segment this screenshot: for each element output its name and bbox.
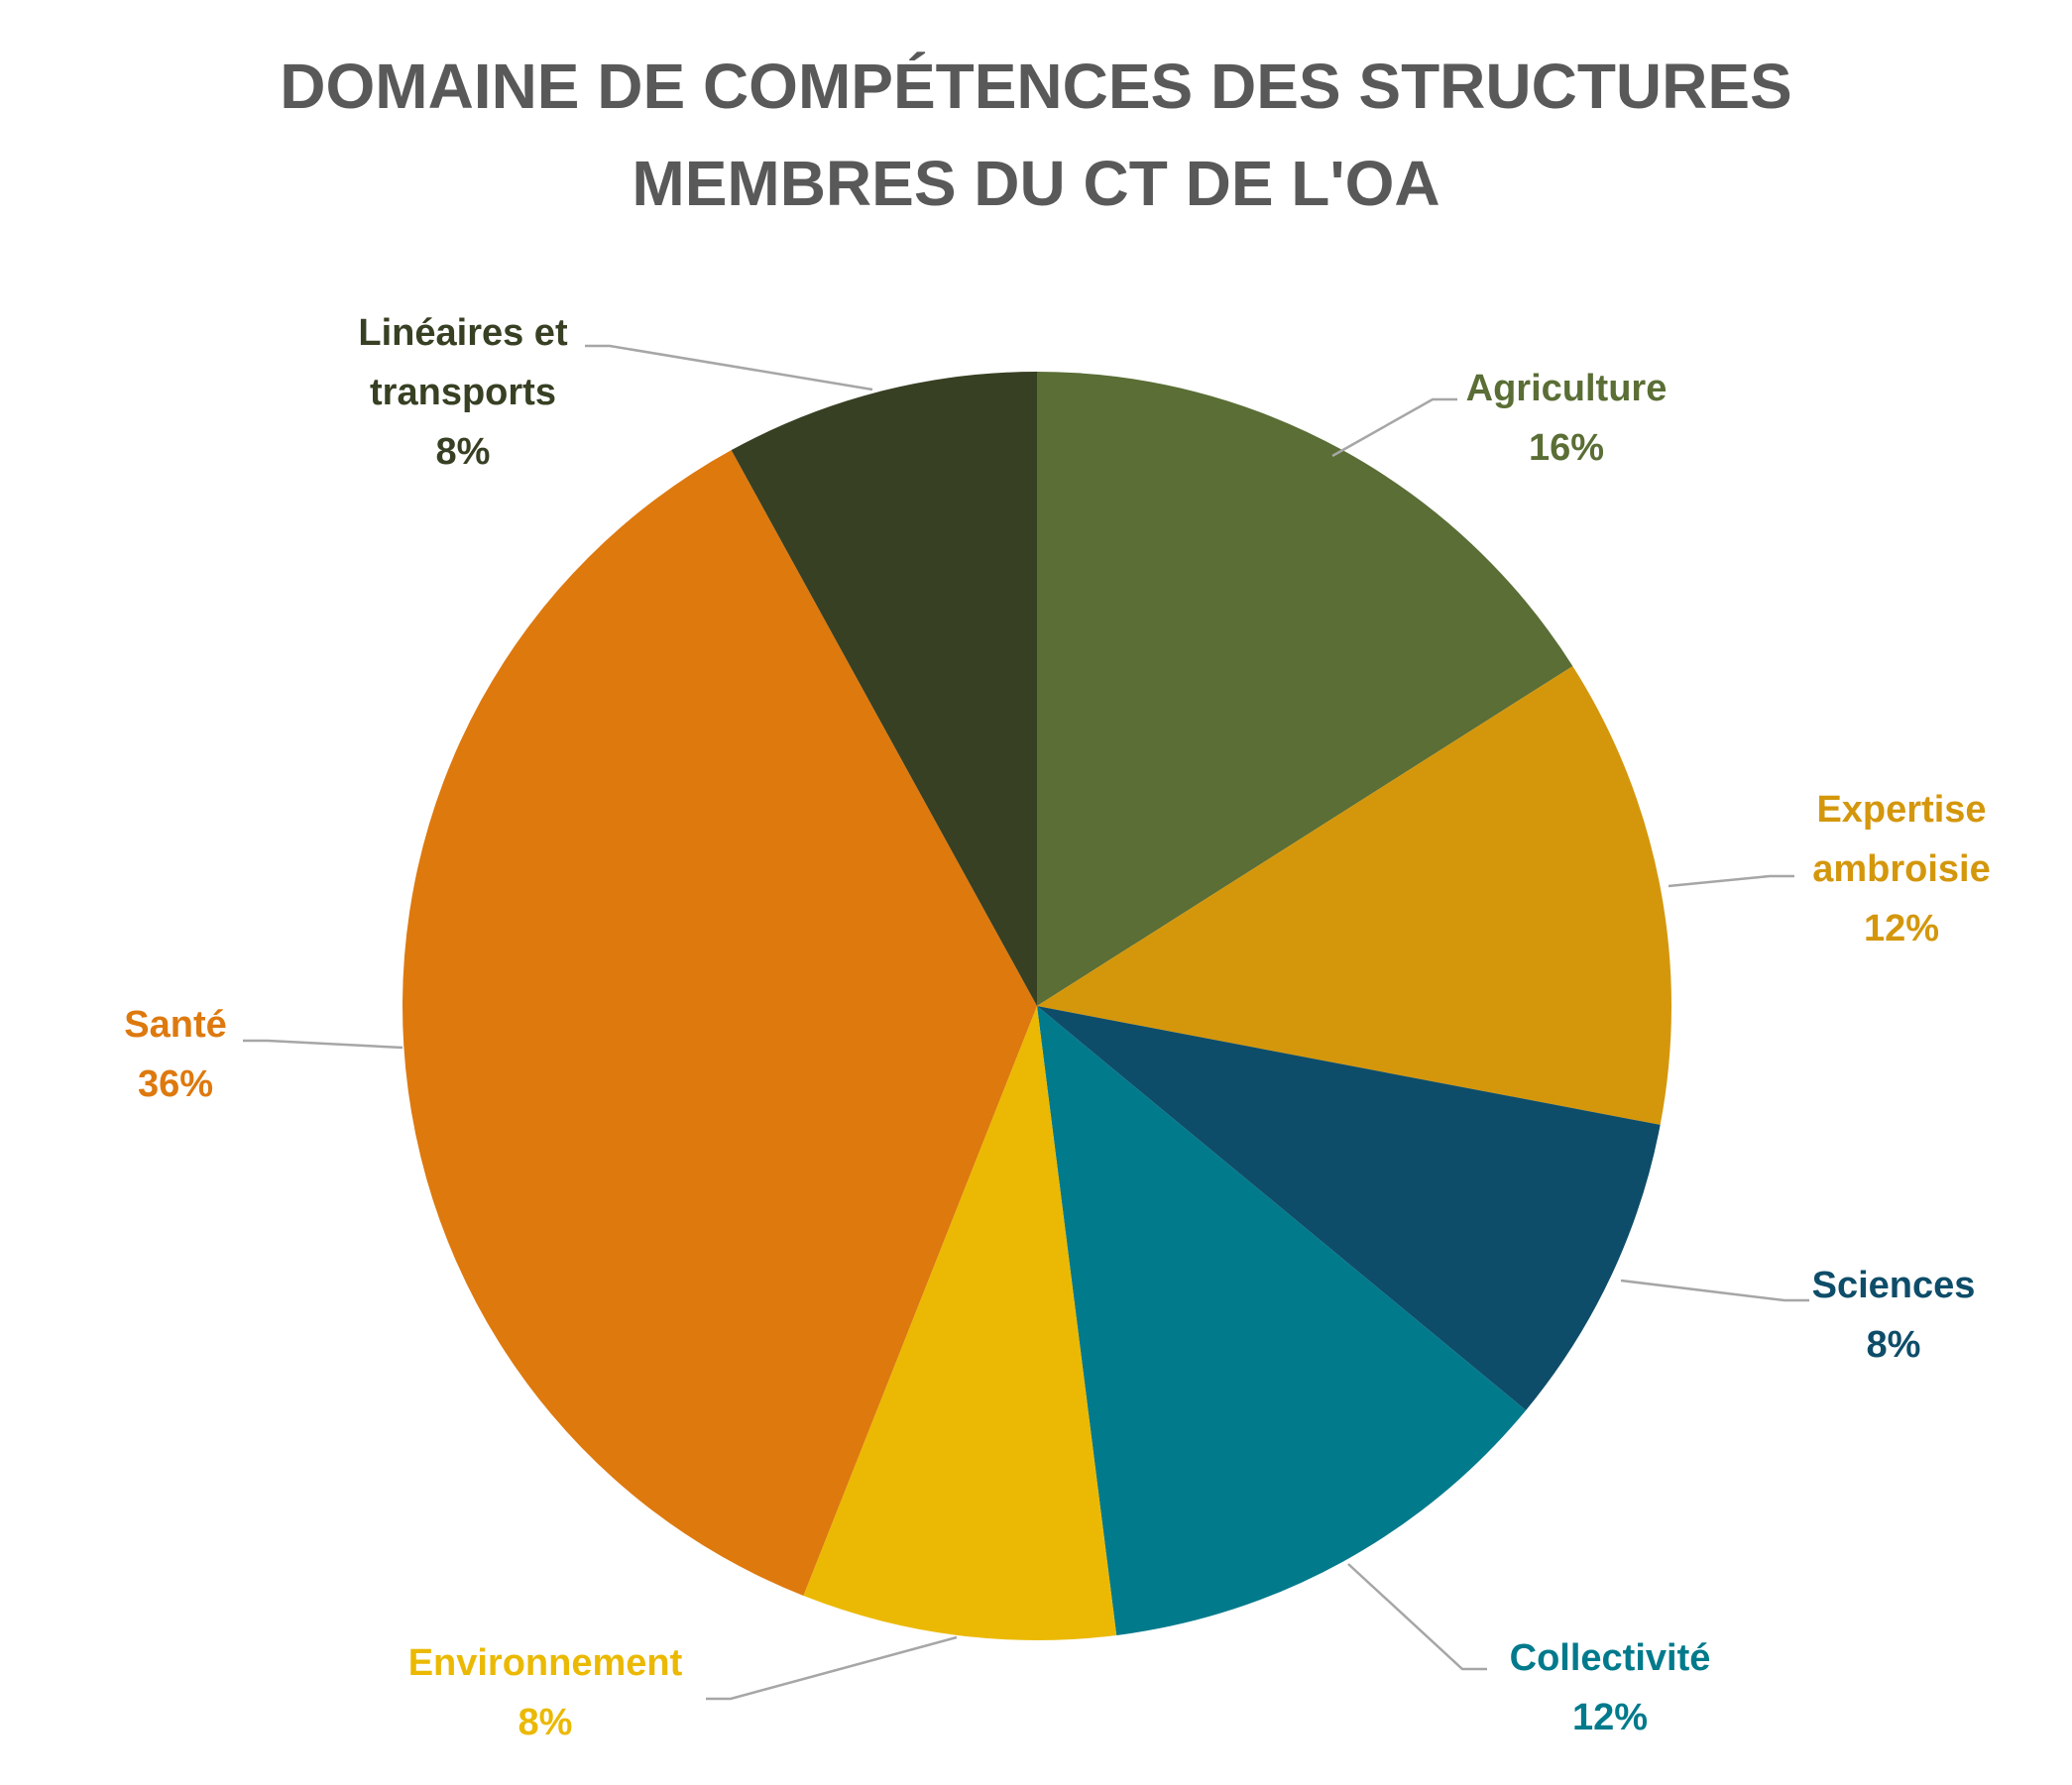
pie-slice-sante (402, 450, 1037, 1597)
data-label-category: transports (370, 372, 556, 413)
data-label-value: 8% (518, 1702, 573, 1743)
leader-lines (243, 344, 1809, 1701)
data-label-category: Sciences (1812, 1265, 1976, 1306)
data-label-value: 12% (1572, 1697, 1648, 1738)
leader-line-environnement (706, 1635, 958, 1701)
leader-line-agriculture (1331, 397, 1457, 458)
data-label-value: 8% (1867, 1324, 1921, 1366)
chart-title-line-1: DOMAINE DE COMPÉTENCES DES STRUCTURES (280, 51, 1792, 122)
pie-slice-expertise-ambroisie (1037, 666, 1672, 1125)
data-label-value: 12% (1864, 908, 1939, 949)
data-label-sciences: Sciences 8% (1812, 1265, 1976, 1366)
data-label-category: ambroisie (1812, 848, 1991, 890)
leader-line-sante (243, 1039, 403, 1050)
data-label-environnement: Environnement 8% (408, 1642, 683, 1743)
data-label-category: Collectivité (1510, 1637, 1711, 1679)
pie-slice-sciences (1037, 1006, 1661, 1410)
data-label-category: Santé (124, 1004, 226, 1046)
data-label-category: Expertise (1816, 789, 1986, 831)
data-label-category: Linéaires et (358, 312, 568, 354)
data-label-lineaires-et-transports: Linéaires et transports 8% (358, 312, 568, 473)
data-label-agriculture: Agriculture 16% (1466, 368, 1668, 469)
pie-slices (402, 372, 1672, 1641)
data-label-category: Agriculture (1466, 368, 1668, 409)
data-label-value: 36% (138, 1063, 213, 1105)
pie-slice-lineaires-et-transports (731, 372, 1037, 1006)
data-label-category: Environnement (408, 1642, 683, 1684)
pie-slice-collectivite (1037, 1006, 1527, 1635)
leader-line-expertise-ambroisie (1668, 874, 1794, 888)
leader-line-collectivite (1347, 1563, 1487, 1671)
data-label-value: 16% (1529, 427, 1604, 469)
data-label-sante: Santé 36% (124, 1004, 226, 1105)
chart-title-line-2: MEMBRES DU CT DE L'OA (632, 148, 1440, 219)
data-label-collectivite: Collectivité 12% (1510, 1637, 1711, 1738)
data-labels: Agriculture 16% Expertise ambroisie 12% Scien… (124, 312, 1991, 1743)
pie-slice-agriculture (1037, 372, 1573, 1006)
data-label-expertise-ambroisie: Expertise ambroisie 12% (1812, 789, 1991, 949)
chart-title: DOMAINE DE COMPÉTENCES DES STRUCTURES ME… (0, 38, 2072, 232)
data-label-value: 8% (436, 431, 491, 473)
leader-line-lineaires-et-transports (585, 344, 873, 391)
leader-line-sciences (1620, 1279, 1809, 1302)
pie-slice-environnement (803, 1006, 1117, 1641)
